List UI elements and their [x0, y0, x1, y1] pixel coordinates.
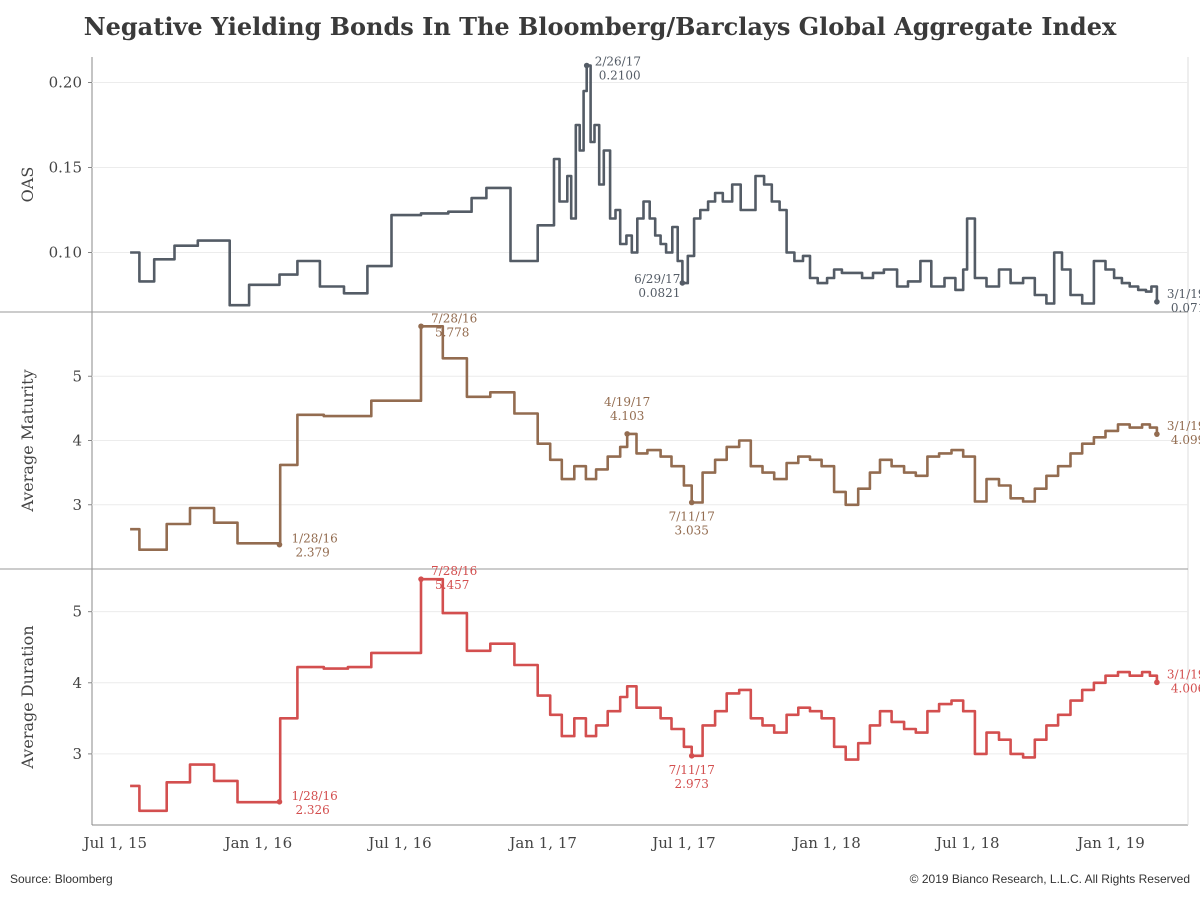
annotation-point: [276, 799, 283, 805]
annotation-value: 2.326: [295, 803, 329, 817]
annotation-value: 2.973: [675, 777, 709, 791]
annotation-point: [679, 280, 686, 286]
annotation-value: 0.0821: [638, 286, 680, 300]
y-axis-label: OAS: [18, 167, 37, 203]
annotation-date: 7/28/16: [431, 564, 477, 578]
annotation-date: 1/28/16: [291, 789, 337, 803]
x-tick-label: Jul 1, 17: [650, 834, 715, 852]
panel-1: 0.10 0.15 0.20 OAS 2/26/170.2100 6/29/170.082…: [18, 55, 1200, 315]
x-tick-label: Jan 1, 17: [507, 834, 577, 852]
annotation-value: 2.379: [295, 546, 329, 560]
annotation-value: 4.103: [610, 409, 644, 423]
annotation-value: 5.457: [435, 578, 469, 592]
y-tick-label: 0.20: [49, 74, 82, 92]
annotation-point: [688, 753, 695, 759]
annotation-point: [1154, 679, 1160, 686]
y-axis-label: Average Duration: [18, 625, 37, 769]
x-tick-label: Jan 1, 18: [791, 834, 861, 852]
copyright-note: © 2019 Bianco Research, L.L.C. All Right…: [909, 872, 1190, 886]
annotation-point: [624, 431, 630, 437]
y-tick-label: 0.10: [49, 244, 82, 262]
annotation-value: 4.006: [1171, 681, 1200, 695]
y-axis-label: Average Maturity: [18, 369, 37, 512]
annotation-value: 0.0710: [1171, 301, 1200, 315]
panel-2: 3 4 5 Average Maturity 1/28/162.379 7/28/165.…: [18, 311, 1200, 559]
y-tick-label: 3: [72, 496, 82, 514]
annotation-point: [418, 323, 424, 330]
annotation-point: [276, 541, 283, 548]
annotation-date: 3/1/19: [1167, 419, 1200, 433]
series-line: [130, 577, 1159, 813]
series-line: [130, 64, 1159, 307]
annotation-date: 6/29/17: [634, 272, 680, 286]
annotation-value: 4.099: [1171, 433, 1200, 447]
x-tick-label: Jan 1, 16: [223, 834, 293, 852]
annotation-date: 2/26/17: [595, 55, 641, 69]
annotation-date: 7/28/16: [431, 311, 477, 325]
x-tick-label: Jul 1, 15: [82, 834, 147, 852]
y-tick-label: 3: [72, 745, 82, 763]
annotation-point: [583, 62, 590, 69]
y-tick-label: 0.15: [49, 159, 82, 177]
chart-title: Negative Yielding Bonds In The Bloomberg…: [83, 12, 1117, 41]
annotation-date: 3/1/19: [1167, 287, 1200, 301]
annotation-value: 5.778: [435, 325, 469, 339]
x-tick-label: Jul 1, 16: [366, 834, 431, 852]
panel-3: 3 4 5 Average Duration 1/28/162.326 7/28/165.…: [18, 564, 1200, 817]
annotation-date: 3/1/19: [1167, 667, 1200, 681]
annotation-point: [1154, 431, 1160, 437]
x-tick-label: Jan 1, 19: [1075, 834, 1145, 852]
annotation-point: [418, 576, 424, 582]
series-line: [130, 325, 1159, 551]
x-tick-label: Jul 1, 18: [934, 834, 999, 852]
annotation-date: 7/11/17: [669, 510, 715, 524]
annotation-value: 3.035: [675, 524, 709, 538]
annotation-point: [688, 499, 695, 506]
annotation-value: 0.2100: [599, 69, 641, 83]
annotation-date: 1/28/16: [291, 532, 337, 546]
annotation-date: 4/19/17: [604, 395, 650, 409]
y-tick-label: 4: [72, 432, 82, 450]
source-note: Source: Bloomberg: [10, 872, 113, 886]
y-tick-label: 5: [72, 603, 82, 621]
y-tick-label: 4: [72, 674, 82, 692]
annotation-point: [1154, 299, 1160, 305]
y-tick-label: 5: [72, 367, 82, 385]
annotation-date: 7/11/17: [669, 763, 715, 777]
